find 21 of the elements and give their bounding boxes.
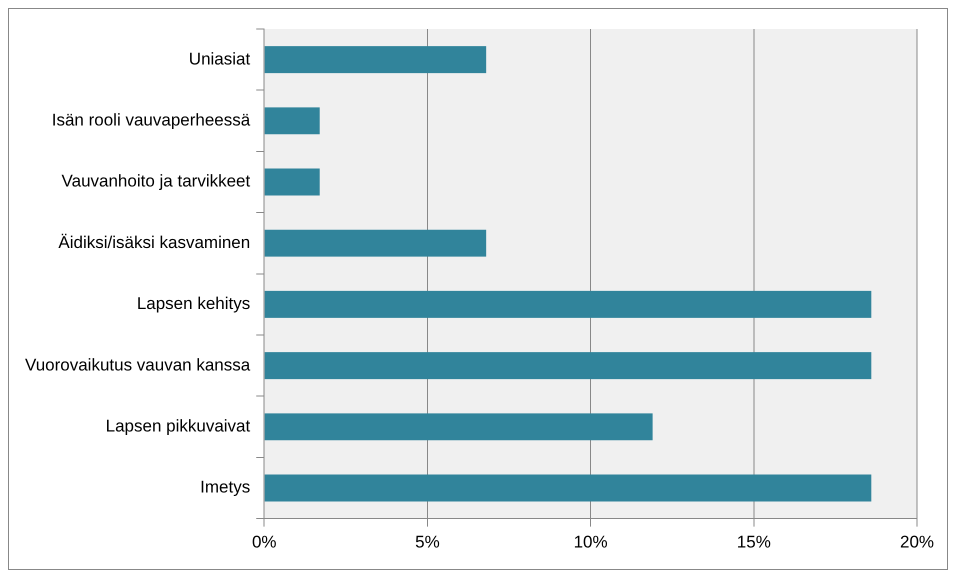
bar bbox=[264, 474, 872, 502]
y-tick-label: Äidiksi/isäksi kasvaminen bbox=[58, 232, 250, 252]
bar bbox=[264, 46, 486, 74]
bar bbox=[264, 413, 653, 440]
y-tick-label: Imetys bbox=[200, 478, 250, 497]
bar bbox=[264, 168, 320, 196]
y-tick-label: Vuorovaikutus vauvan kanssa bbox=[24, 355, 251, 374]
x-tick-label: 5% bbox=[415, 532, 440, 552]
y-tick-label: Lapsen kehitys bbox=[136, 294, 250, 314]
bar bbox=[264, 352, 872, 380]
bar bbox=[264, 290, 872, 318]
y-tick-label: Isän rooli vauvaperheessä bbox=[52, 110, 251, 130]
y-tick-label: Vauvanhoito ja tarvikkeet bbox=[62, 172, 250, 191]
x-tick-label: 0% bbox=[252, 532, 277, 552]
x-tick-label: 10% bbox=[574, 532, 608, 552]
x-tick-label: 20% bbox=[900, 532, 934, 552]
bar bbox=[264, 107, 320, 134]
bar bbox=[264, 230, 486, 257]
y-tick-label: Uniasiat bbox=[188, 49, 250, 68]
x-tick-label: 15% bbox=[736, 532, 771, 552]
y-tick-label: Lapsen pikkuvaivat bbox=[106, 416, 250, 436]
